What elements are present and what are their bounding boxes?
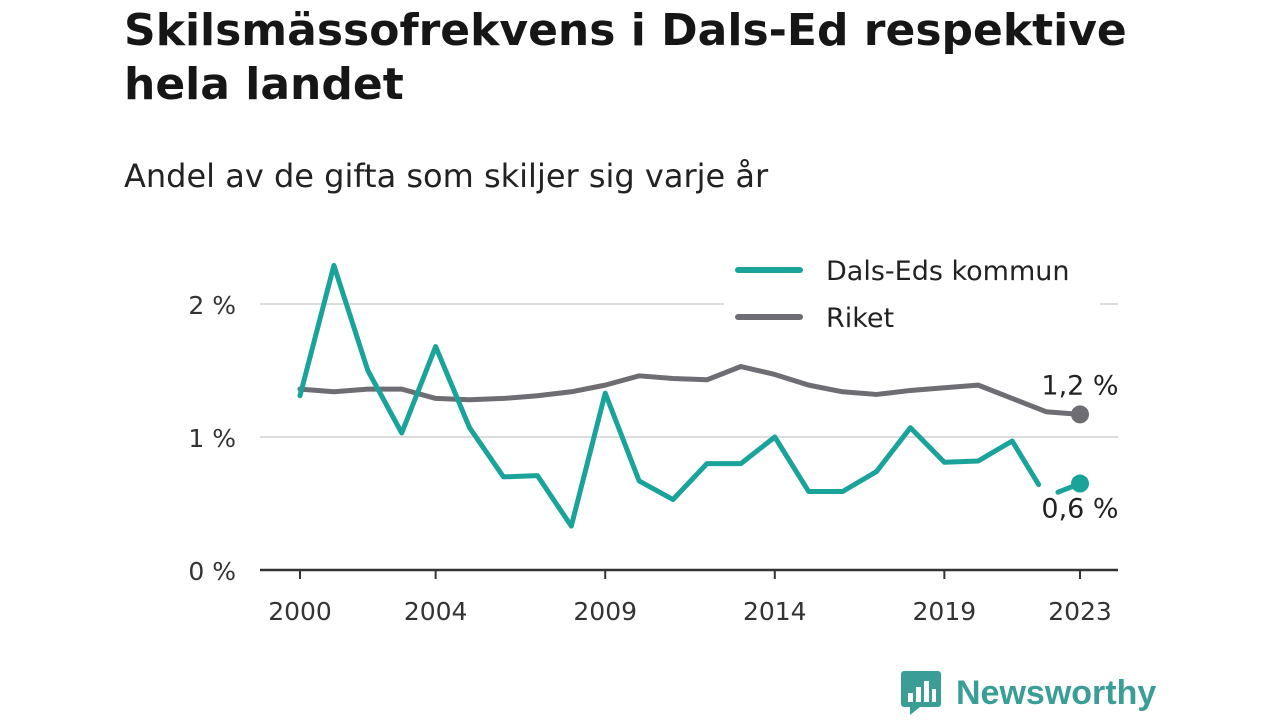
legend-label-dals-ed: Dals-Eds kommun	[826, 256, 1070, 287]
y-tick-label: 0 %	[188, 557, 236, 586]
end-point-riket	[1071, 405, 1089, 424]
series-line-riket	[297, 364, 1083, 417]
chart-title: Skilsmässofrekvens i Dals-Ed respektive …	[124, 5, 1127, 110]
chart-subtitle: Andel av de gifta som skiljer sig varje …	[124, 157, 769, 195]
bar-chart-speech-bubble-icon	[901, 671, 941, 715]
legend-box	[724, 248, 1100, 340]
end-label-riket: 1,2 %	[1041, 370, 1118, 401]
x-tick-label: 2009	[573, 597, 637, 626]
brand-logo: Newsworthy	[900, 668, 1156, 718]
end-point-dals-ed	[1071, 474, 1089, 493]
legend-label-riket: Riket	[826, 303, 894, 334]
x-tick-label: 2023	[1048, 597, 1112, 626]
x-tick-label: 2004	[404, 597, 468, 626]
y-tick-label: 1 %	[188, 424, 236, 453]
y-tick-label: 2 %	[188, 291, 236, 320]
brand-name: Newsworthy	[956, 673, 1157, 712]
x-tick-label: 2019	[913, 597, 977, 626]
x-tick-label: 2014	[743, 597, 807, 626]
series-line-dals-ed	[297, 262, 1042, 529]
x-tick-label: 2000	[268, 597, 332, 626]
end-label-dals-ed: 0,6 %	[1041, 494, 1118, 525]
